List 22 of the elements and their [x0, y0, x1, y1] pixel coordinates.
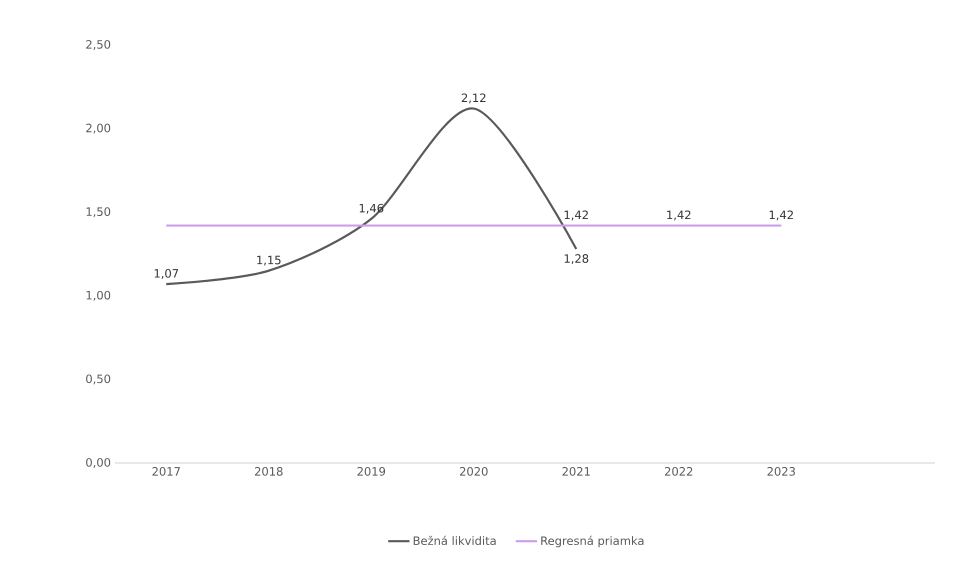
y-tick-label: 1,00 [86, 290, 110, 301]
x-tick-label: 2023 [767, 467, 795, 476]
x-tick-label: 2020 [460, 467, 488, 476]
legend-label: Regresná priamka [541, 536, 644, 548]
data-label: 1,42 [667, 210, 690, 220]
data-label: 1,42 [770, 210, 793, 220]
y-tick-label: 0,00 [86, 458, 110, 468]
x-tick-label: 2021 [562, 467, 590, 476]
y-tick-label: 0,50 [86, 374, 110, 384]
data-label: 1,28 [564, 254, 588, 264]
y-tick-label: 1,50 [86, 207, 110, 218]
y-tick-label: 2,00 [86, 124, 110, 134]
x-tick-label: 2022 [664, 467, 692, 476]
x-tick-label: 2019 [357, 467, 386, 476]
x-tick-label: 2018 [254, 467, 283, 476]
data-label: 1,07 [154, 269, 178, 279]
data-label: 1,15 [257, 256, 281, 266]
data-label: 1,42 [564, 210, 588, 220]
y-tick-label: 2,50 [86, 40, 110, 50]
data-label: 2,12 [462, 93, 486, 104]
x-tick-label: 2017 [152, 467, 180, 476]
legend-label: Bežná likvidita [414, 536, 496, 546]
